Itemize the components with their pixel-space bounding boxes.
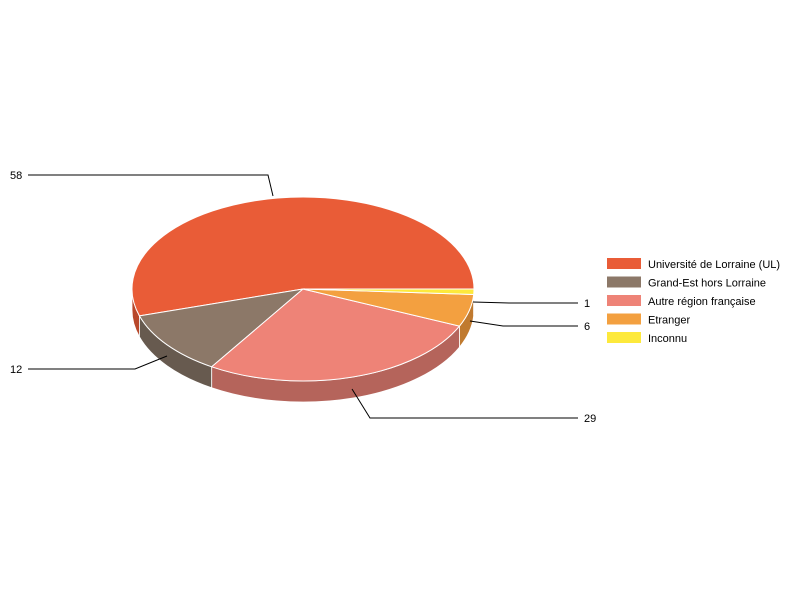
leader-line <box>472 301 578 304</box>
pie-slices <box>131 196 475 382</box>
legend-swatch <box>607 332 641 343</box>
pie-slice[interactable] <box>210 288 461 382</box>
data-label: 58 <box>10 170 22 182</box>
pie-slice[interactable] <box>131 196 475 317</box>
data-label: 1 <box>584 298 590 310</box>
data-label-leaders: 58 12 29 6 1 <box>10 170 596 425</box>
leader-line <box>28 355 168 370</box>
legend-label: Grand-Est hors Lorraine <box>648 278 766 290</box>
data-label: 29 <box>584 413 596 425</box>
leader-line <box>28 174 274 197</box>
legend-swatch <box>607 276 641 288</box>
legend-label: Etranger <box>648 315 691 327</box>
leader-line <box>351 388 578 419</box>
legend-swatch <box>607 258 641 269</box>
legend: Université de Lorraine (UL) Grand-Est hor… <box>607 258 780 345</box>
legend-swatch <box>607 313 641 325</box>
leader-line <box>469 320 578 327</box>
pie-slice[interactable] <box>302 288 475 295</box>
legend-swatch <box>607 295 641 306</box>
legend-label: Autre région française <box>648 296 756 308</box>
data-label: 6 <box>584 321 590 333</box>
pie-slice[interactable] <box>138 288 305 368</box>
data-label: 12 <box>10 364 22 376</box>
legend-label: Inconnu <box>648 333 687 345</box>
legend-label: Université de Lorraine (UL) <box>648 259 780 271</box>
